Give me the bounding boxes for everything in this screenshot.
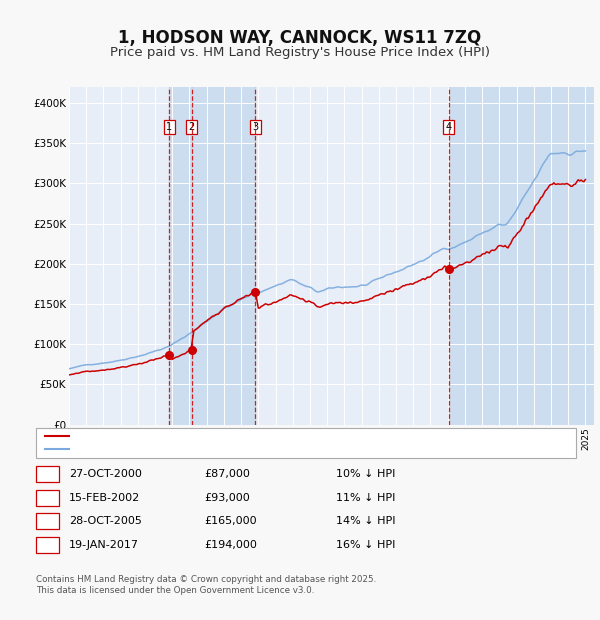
Bar (449, 87, 594, 425)
Bar (169, 87, 255, 425)
Text: Price paid vs. HM Land Registry's House Price Index (HPI): Price paid vs. HM Land Registry's House … (110, 46, 490, 59)
Text: £87,000: £87,000 (204, 469, 250, 479)
Text: 2: 2 (188, 122, 194, 132)
Text: 28-OCT-2005: 28-OCT-2005 (69, 516, 142, 526)
Text: 10% ↓ HPI: 10% ↓ HPI (336, 469, 395, 479)
Text: £93,000: £93,000 (204, 493, 250, 503)
Text: 4: 4 (445, 122, 452, 132)
Text: 1: 1 (166, 122, 172, 132)
Text: 27-OCT-2000: 27-OCT-2000 (69, 469, 142, 479)
Text: 19-JAN-2017: 19-JAN-2017 (69, 540, 139, 550)
Text: HPI: Average price, detached house, Cannock Chase: HPI: Average price, detached house, Cann… (75, 444, 349, 454)
Text: 3: 3 (44, 516, 51, 526)
Text: 15-FEB-2002: 15-FEB-2002 (69, 493, 140, 503)
Text: 14% ↓ HPI: 14% ↓ HPI (336, 516, 395, 526)
Text: £194,000: £194,000 (204, 540, 257, 550)
Text: 1, HODSON WAY, CANNOCK, WS11 7ZQ: 1, HODSON WAY, CANNOCK, WS11 7ZQ (118, 29, 482, 48)
Text: 11% ↓ HPI: 11% ↓ HPI (336, 493, 395, 503)
Text: 4: 4 (43, 540, 52, 550)
Text: 1, HODSON WAY, CANNOCK, WS11 7ZQ (detached house): 1, HODSON WAY, CANNOCK, WS11 7ZQ (detach… (75, 431, 376, 441)
Text: 3: 3 (252, 122, 259, 132)
Text: 2: 2 (44, 493, 51, 503)
Text: £165,000: £165,000 (204, 516, 257, 526)
Text: 16% ↓ HPI: 16% ↓ HPI (336, 540, 395, 550)
Text: 1: 1 (44, 469, 51, 479)
Text: Contains HM Land Registry data © Crown copyright and database right 2025.
This d: Contains HM Land Registry data © Crown c… (36, 575, 376, 595)
